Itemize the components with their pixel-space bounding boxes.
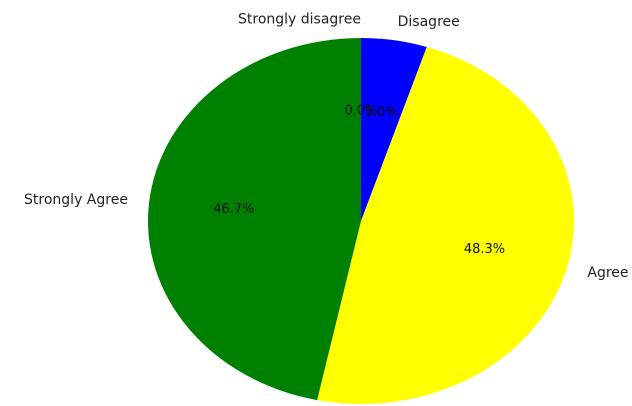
pct-agree: 48.3% [464, 242, 505, 257]
pct-strongly-agree: 46.7% [213, 202, 254, 217]
label-agree: Agree [587, 265, 628, 281]
label-strongly-disagree: Strongly disagree [238, 12, 361, 28]
pie-slices [148, 38, 575, 404]
label-strongly-agree: Strongly Agree [24, 192, 128, 208]
slice-strongly-agree [148, 38, 361, 401]
slice-disagree [361, 38, 427, 221]
pct-strongly-disagree: 0.0% [344, 104, 377, 119]
label-disagree: Disagree [398, 14, 460, 30]
pie-labels: Strongly disagree 0.0% Disagree 5.0% Agree 48… [24, 12, 628, 281]
slice-agree [317, 46, 575, 404]
pct-disagree: 5.0% [364, 105, 397, 120]
